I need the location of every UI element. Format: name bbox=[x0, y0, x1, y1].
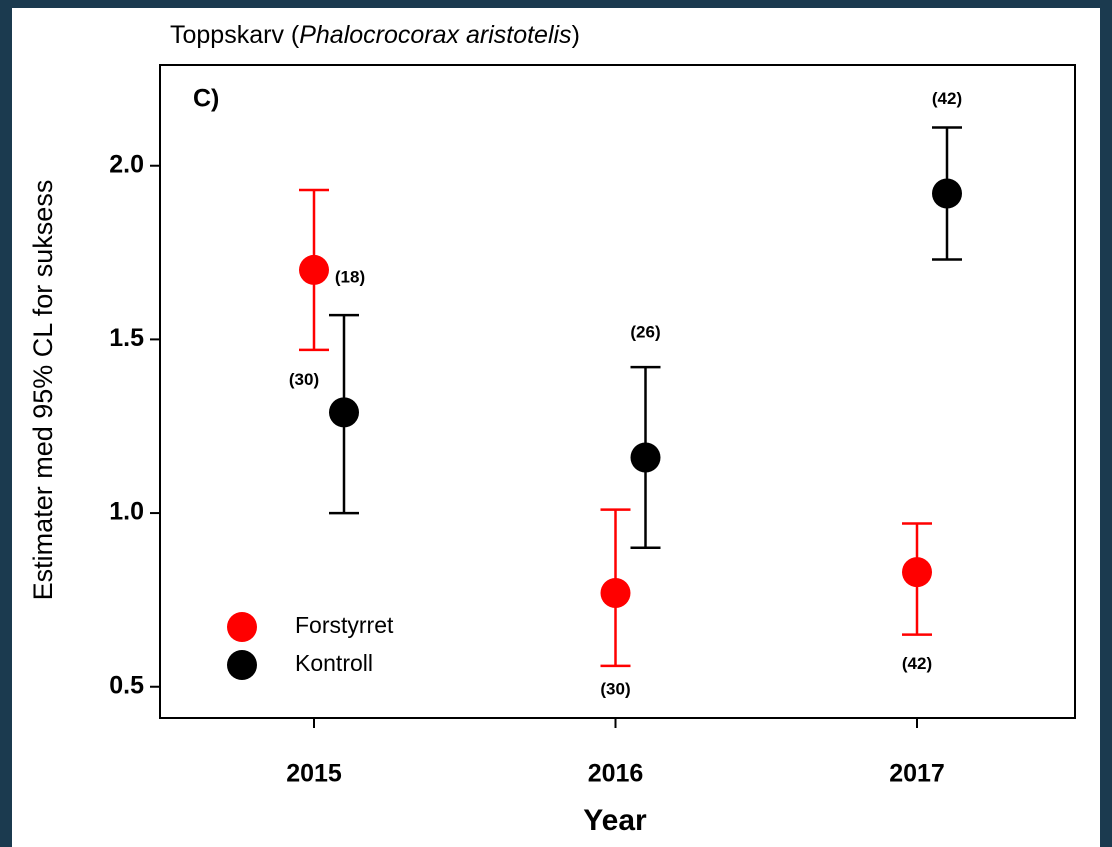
plot-frame bbox=[159, 64, 1076, 719]
point bbox=[329, 397, 359, 428]
legend-label: Kontroll bbox=[295, 650, 373, 676]
y-tick-label: 1.5 bbox=[109, 324, 144, 352]
legend-label: Forstyrret bbox=[295, 612, 394, 638]
point bbox=[932, 178, 962, 209]
legend-marker bbox=[227, 650, 257, 680]
background bbox=[12, 8, 1100, 847]
point bbox=[299, 254, 329, 285]
sample-size-label: (26) bbox=[630, 323, 660, 342]
x-tick-label: 2015 bbox=[286, 760, 342, 788]
x-tick-label: 2017 bbox=[889, 760, 945, 788]
sample-size-label: (42) bbox=[902, 654, 932, 673]
panel-label: C) bbox=[193, 85, 219, 113]
y-tick-label: 2.0 bbox=[109, 150, 144, 178]
point bbox=[902, 557, 932, 588]
sample-size-label: (18) bbox=[335, 267, 365, 286]
title-part: Toppskarv ( bbox=[170, 21, 300, 49]
x-tick-label: 2016 bbox=[588, 760, 644, 788]
point bbox=[630, 442, 661, 473]
y-tick-label: 0.5 bbox=[109, 671, 144, 699]
x-axis-label: Year bbox=[583, 804, 647, 837]
sample-size-label: (30) bbox=[289, 370, 319, 389]
legend-marker bbox=[227, 612, 257, 642]
title-part: ) bbox=[572, 21, 580, 49]
sample-size-label: (42) bbox=[932, 89, 962, 108]
y-axis-label: Estimater med 95% CL for suksess bbox=[28, 180, 58, 601]
point bbox=[600, 577, 631, 608]
y-tick-label: 1.0 bbox=[109, 498, 144, 526]
sample-size-label: (30) bbox=[600, 679, 630, 698]
chart-title: Toppskarv (Phalocrocorax aristotelis) bbox=[170, 21, 580, 49]
title-part: Phalocrocorax aristotelis bbox=[299, 21, 571, 49]
